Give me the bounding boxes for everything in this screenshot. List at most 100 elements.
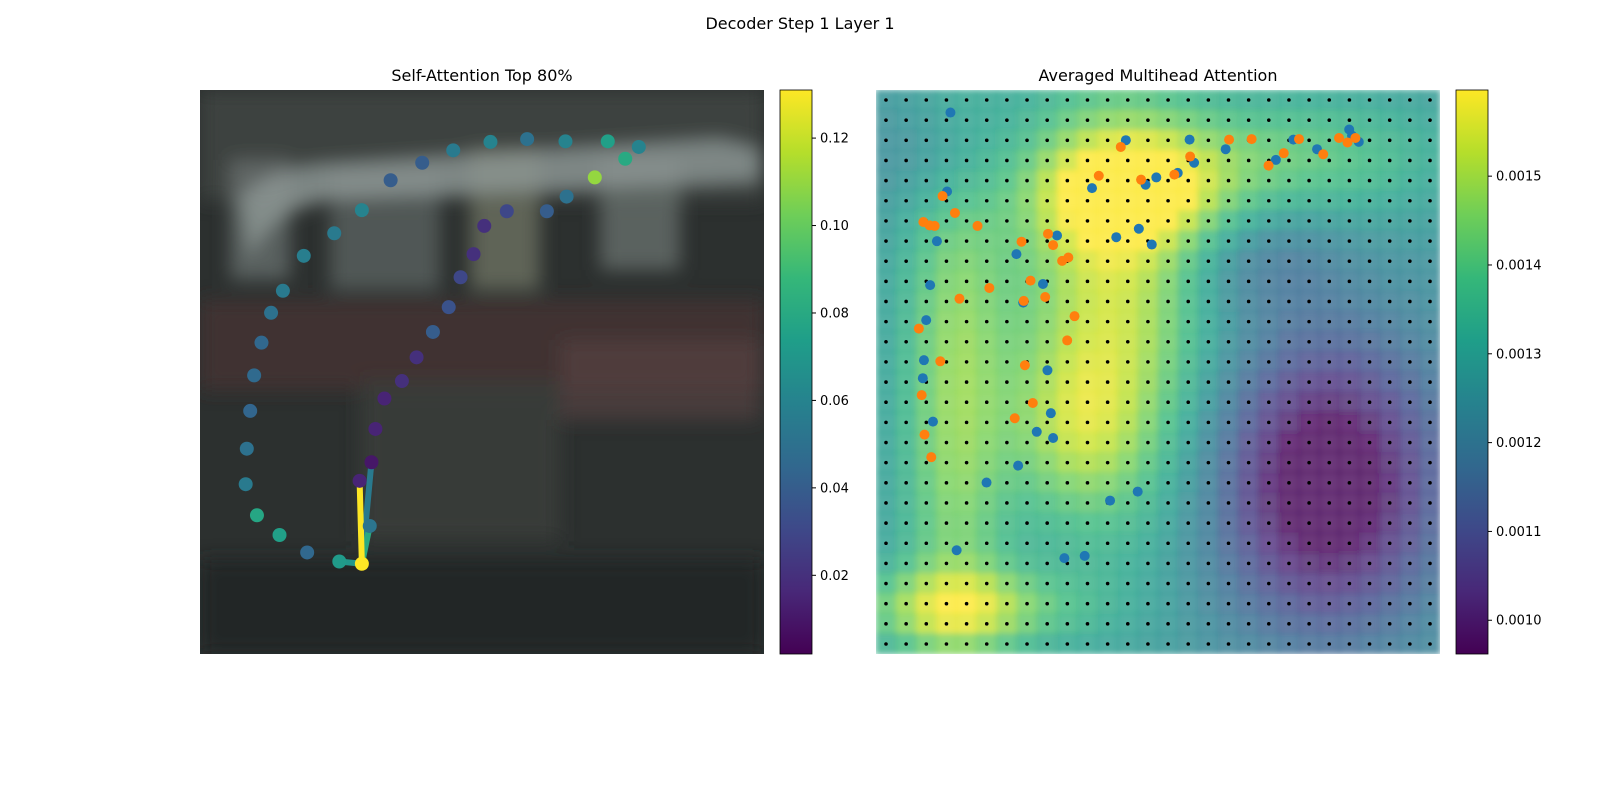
grid-dot — [1146, 622, 1150, 626]
attention-point — [441, 300, 456, 315]
grid-dot — [904, 299, 908, 304]
grid-dot — [1226, 622, 1231, 626]
grid-dot — [964, 98, 969, 102]
grid-dot — [904, 319, 908, 324]
grid-dot — [1005, 360, 1009, 364]
grid-dot — [1327, 642, 1332, 646]
grid-dot — [1327, 601, 1332, 606]
trajectory-point — [1048, 432, 1059, 443]
grid-dot — [1327, 581, 1332, 586]
trajectory-point — [937, 191, 948, 202]
grid-dot — [1307, 481, 1311, 485]
grid-dot — [1105, 420, 1110, 425]
grid-dot — [1105, 521, 1110, 525]
grid-dot — [1428, 420, 1432, 425]
grid-dot — [1287, 118, 1291, 122]
grid-dot — [1387, 581, 1392, 586]
grid-dot — [1045, 339, 1049, 344]
grid-dot — [884, 158, 888, 163]
trajectory-point — [1270, 154, 1281, 165]
grid-dot — [1307, 178, 1311, 183]
grid-dot — [1387, 339, 1392, 344]
grid-dot — [1246, 259, 1251, 263]
grid-dot — [1387, 178, 1392, 183]
attention-point — [362, 518, 377, 533]
grid-dot — [1085, 138, 1090, 143]
grid-dot — [1367, 198, 1372, 203]
grid-dot — [984, 380, 989, 384]
grid-dot — [964, 138, 969, 143]
grid-dot — [1085, 380, 1090, 384]
attention-point — [466, 247, 481, 262]
grid-dot — [944, 501, 949, 505]
self-attention-panel: Self-Attention Top 80% — [200, 66, 764, 654]
grid-dot — [1065, 98, 1070, 102]
grid-dot — [984, 198, 989, 203]
grid-dot — [884, 239, 888, 243]
grid-dot — [1226, 339, 1231, 344]
grid-dot — [1246, 581, 1251, 586]
grid-dot — [1166, 118, 1170, 122]
attention-point — [483, 134, 498, 149]
grid-dot — [964, 279, 969, 284]
grid-dot — [1186, 521, 1191, 525]
grid-dot — [1226, 420, 1231, 425]
colorbar-tick-label: 0.10 — [820, 219, 849, 234]
grid-dot — [1347, 601, 1352, 606]
grid-dot — [1428, 440, 1432, 445]
trajectory-point — [1350, 132, 1361, 143]
grid-dot — [1105, 622, 1110, 626]
grid-dot — [1226, 360, 1231, 364]
grid-dot — [1166, 501, 1170, 505]
grid-dot — [1186, 299, 1191, 304]
grid-dot — [1428, 118, 1432, 122]
trajectory-point — [1027, 398, 1038, 409]
grid-dot — [1005, 541, 1009, 546]
grid-dot — [1065, 521, 1070, 525]
grid-dot — [1166, 138, 1170, 143]
grid-dot — [1166, 400, 1170, 405]
colorbar-tick-label: 0.0015 — [1496, 170, 1542, 185]
grid-dot — [1287, 239, 1291, 243]
grid-dot — [1246, 299, 1251, 304]
grid-dot — [1408, 118, 1412, 122]
grid-dot — [884, 561, 888, 566]
grid-dot — [944, 118, 949, 122]
grid-dot — [1085, 178, 1090, 183]
grid-dot — [1206, 420, 1211, 425]
grid-dot — [1186, 400, 1191, 405]
grid-dot — [1226, 279, 1231, 284]
grid-dot — [884, 440, 888, 445]
grid-dot — [1347, 158, 1352, 163]
grid-dot — [1327, 561, 1332, 566]
grid-dot — [1347, 622, 1352, 626]
attention-point — [558, 134, 573, 149]
grid-dot — [1327, 219, 1332, 223]
grid-dot — [964, 622, 969, 626]
trajectory-point — [935, 356, 946, 367]
grid-dot — [1166, 239, 1170, 243]
right-colorbar-ticks: 0.0010 0.0011 0.0012 0.0013 0.0014 0.0015 — [1488, 170, 1542, 629]
grid-dot — [1327, 259, 1332, 263]
grid-dot — [924, 642, 929, 646]
grid-dot — [1287, 400, 1291, 405]
grid-dot — [1246, 420, 1251, 425]
grid-dot — [1166, 339, 1170, 344]
right-colorbar-gradient — [1455, 89, 1489, 655]
grid-dot — [1367, 460, 1372, 465]
trajectory-point — [926, 452, 937, 463]
grid-dot — [944, 138, 949, 143]
grid-dot — [1287, 622, 1291, 626]
grid-dot — [1367, 360, 1372, 364]
grid-dot — [1226, 541, 1231, 546]
grid-dot — [884, 339, 888, 344]
grid-dot — [1005, 561, 1009, 566]
grid-dot — [1287, 360, 1291, 364]
grid-dot — [904, 420, 908, 425]
grid-dot — [1347, 521, 1352, 525]
attention-point — [275, 283, 290, 298]
grid-dot — [1428, 178, 1432, 183]
grid-dot — [1387, 98, 1392, 102]
grid-dot — [1025, 642, 1029, 646]
attention-point — [499, 204, 514, 219]
